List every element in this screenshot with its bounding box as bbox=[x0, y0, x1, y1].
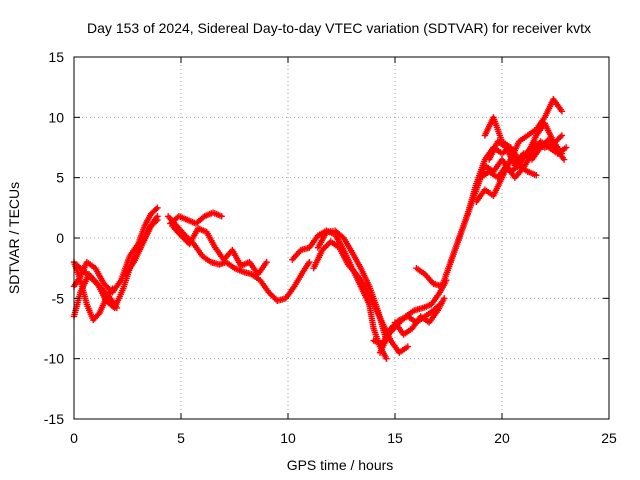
data-point bbox=[152, 205, 160, 213]
axis-ticks: 0 5 10 15 20 25 -15 -10 -5 0 5 10 15 bbox=[44, 49, 617, 446]
x-tick-label: 5 bbox=[177, 430, 185, 446]
data-point bbox=[154, 216, 161, 224]
y-tick-label: -5 bbox=[52, 290, 65, 306]
series-track-p bbox=[443, 138, 570, 278]
series-track-k bbox=[314, 227, 390, 344]
y-tick-label: 0 bbox=[56, 230, 64, 246]
data-point bbox=[97, 284, 104, 291]
series-track-j bbox=[310, 238, 412, 356]
data-point bbox=[218, 213, 225, 220]
y-tick-label: 5 bbox=[56, 170, 64, 186]
series-track-n bbox=[391, 295, 448, 338]
data-point bbox=[383, 355, 390, 362]
x-tick-label: 15 bbox=[387, 430, 403, 446]
y-tick-label: 10 bbox=[48, 109, 64, 125]
series-track-m bbox=[376, 277, 450, 356]
data-point bbox=[109, 285, 116, 292]
series-track-d bbox=[72, 261, 120, 312]
data-point bbox=[557, 133, 564, 141]
x-tick-label: 0 bbox=[70, 430, 78, 446]
y-axis-label: SDTVAR / TECUs bbox=[6, 182, 22, 294]
x-tick-label: 10 bbox=[280, 430, 296, 446]
data-point bbox=[263, 258, 270, 266]
y-tick-label: -15 bbox=[44, 411, 64, 427]
x-tick-label: 20 bbox=[494, 430, 510, 446]
y-tick-label: -10 bbox=[44, 351, 64, 367]
data-point bbox=[404, 343, 412, 350]
series-track-g bbox=[167, 209, 225, 227]
data-point bbox=[533, 172, 540, 179]
data-point bbox=[306, 258, 313, 266]
series-track-t bbox=[485, 135, 568, 169]
data-point bbox=[563, 144, 570, 151]
data-point bbox=[441, 295, 448, 302]
data-marks bbox=[70, 96, 570, 362]
series-track-e bbox=[122, 216, 161, 278]
series-track-h bbox=[169, 222, 270, 278]
data-point bbox=[113, 304, 120, 312]
data-point bbox=[560, 156, 568, 163]
data-point bbox=[558, 108, 566, 115]
x-axis-label: GPS time / hours bbox=[287, 457, 394, 473]
data-point bbox=[558, 132, 566, 139]
x-tick-label: 25 bbox=[601, 430, 617, 446]
chart-title: Day 153 of 2024, Sidereal Day-to-day VTE… bbox=[87, 20, 591, 36]
data-point bbox=[154, 204, 161, 212]
y-tick-label: 15 bbox=[48, 49, 64, 65]
data-point bbox=[152, 217, 160, 225]
